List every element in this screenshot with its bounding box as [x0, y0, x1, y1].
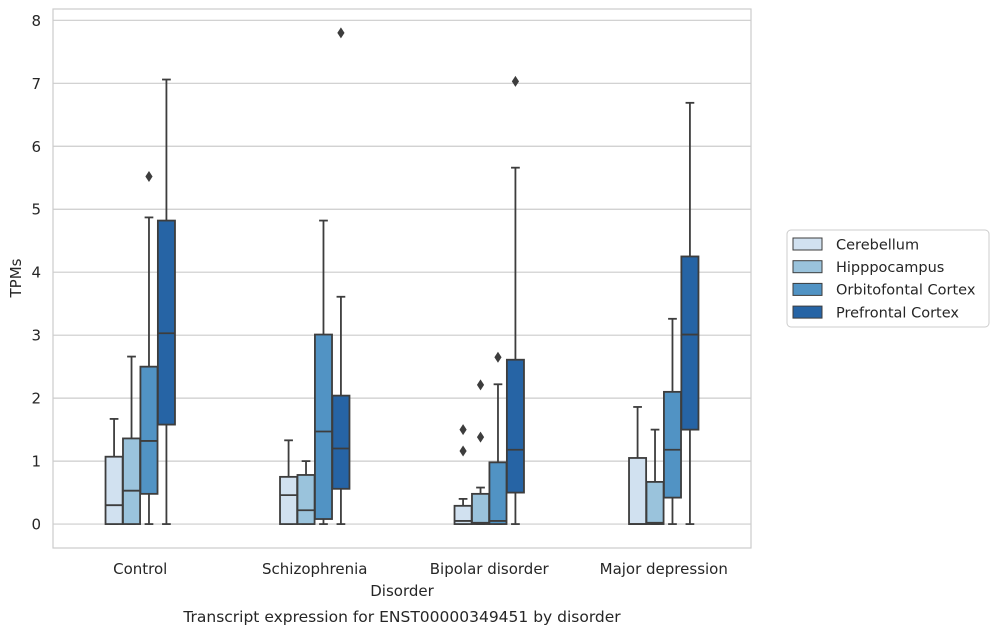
- box: [471, 492, 490, 525]
- x-tick-labels: Control Schizophrenia Bipolar disorder Majo…: [113, 560, 728, 578]
- outlier-point: [476, 431, 485, 443]
- legend-swatch: [792, 260, 823, 274]
- box: [680, 255, 700, 431]
- legend-entry: Prefrontal Cortex: [836, 305, 959, 321]
- box: [663, 390, 682, 499]
- y-tick-label: 8: [31, 12, 41, 30]
- y-tick-label: 7: [31, 75, 41, 93]
- y-tick-label: 5: [31, 201, 41, 219]
- box: [628, 457, 648, 525]
- x-axis-label: Disorder: [370, 582, 434, 600]
- legend: Cerebellum Hipppocampus Orbitofontal Corte…: [786, 229, 990, 328]
- y-tick-labels: 0 1 2 3 4 5 6 7 8: [31, 12, 41, 534]
- chart-caption: Transcript expression for ENST0000034945…: [182, 608, 621, 626]
- box: [139, 365, 159, 495]
- box-groups: [104, 27, 700, 525]
- box: [122, 437, 141, 525]
- box: [314, 333, 333, 520]
- y-tick-label: 0: [31, 516, 41, 534]
- y-tick-label: 1: [31, 453, 41, 471]
- y-tick-label: 6: [31, 138, 41, 156]
- box-group: [453, 75, 525, 525]
- x-tick-label: Major depression: [600, 560, 728, 578]
- box: [156, 219, 176, 426]
- box: [505, 358, 525, 494]
- outlier-point: [145, 170, 153, 182]
- y-tick-label: 4: [31, 264, 41, 282]
- box: [104, 455, 124, 525]
- x-tick-label: Schizophrenia: [262, 560, 367, 578]
- legend-entry: Cerebellum: [836, 237, 919, 253]
- legend-swatch: [792, 305, 823, 319]
- box: [331, 394, 351, 490]
- outlier-point: [494, 351, 502, 363]
- box: [488, 461, 508, 525]
- outlier-point: [459, 424, 467, 436]
- box-group: [279, 27, 351, 525]
- y-tick-label: 3: [31, 327, 41, 345]
- outlier-point: [459, 445, 467, 457]
- outlier-point: [511, 75, 520, 87]
- legend-entry: Orbitofontal Cortex: [836, 283, 976, 299]
- y-axis-label: TPMs: [7, 258, 25, 298]
- legend-entry: Hipppocampus: [836, 260, 944, 276]
- box-group: [628, 101, 700, 525]
- box-group: [104, 78, 176, 525]
- box: [645, 480, 665, 525]
- x-tick-label: Bipolar disorder: [430, 560, 550, 578]
- x-tick-label: Control: [113, 560, 167, 578]
- box: [279, 475, 299, 525]
- legend-frame: [786, 229, 990, 328]
- legend-swatch: [792, 237, 823, 251]
- outlier-point: [476, 379, 485, 391]
- outlier-point: [337, 27, 345, 39]
- y-tick-label: 2: [31, 390, 41, 408]
- legend-swatch: [792, 282, 823, 296]
- box: [296, 474, 316, 525]
- plot-frame: [52, 8, 752, 549]
